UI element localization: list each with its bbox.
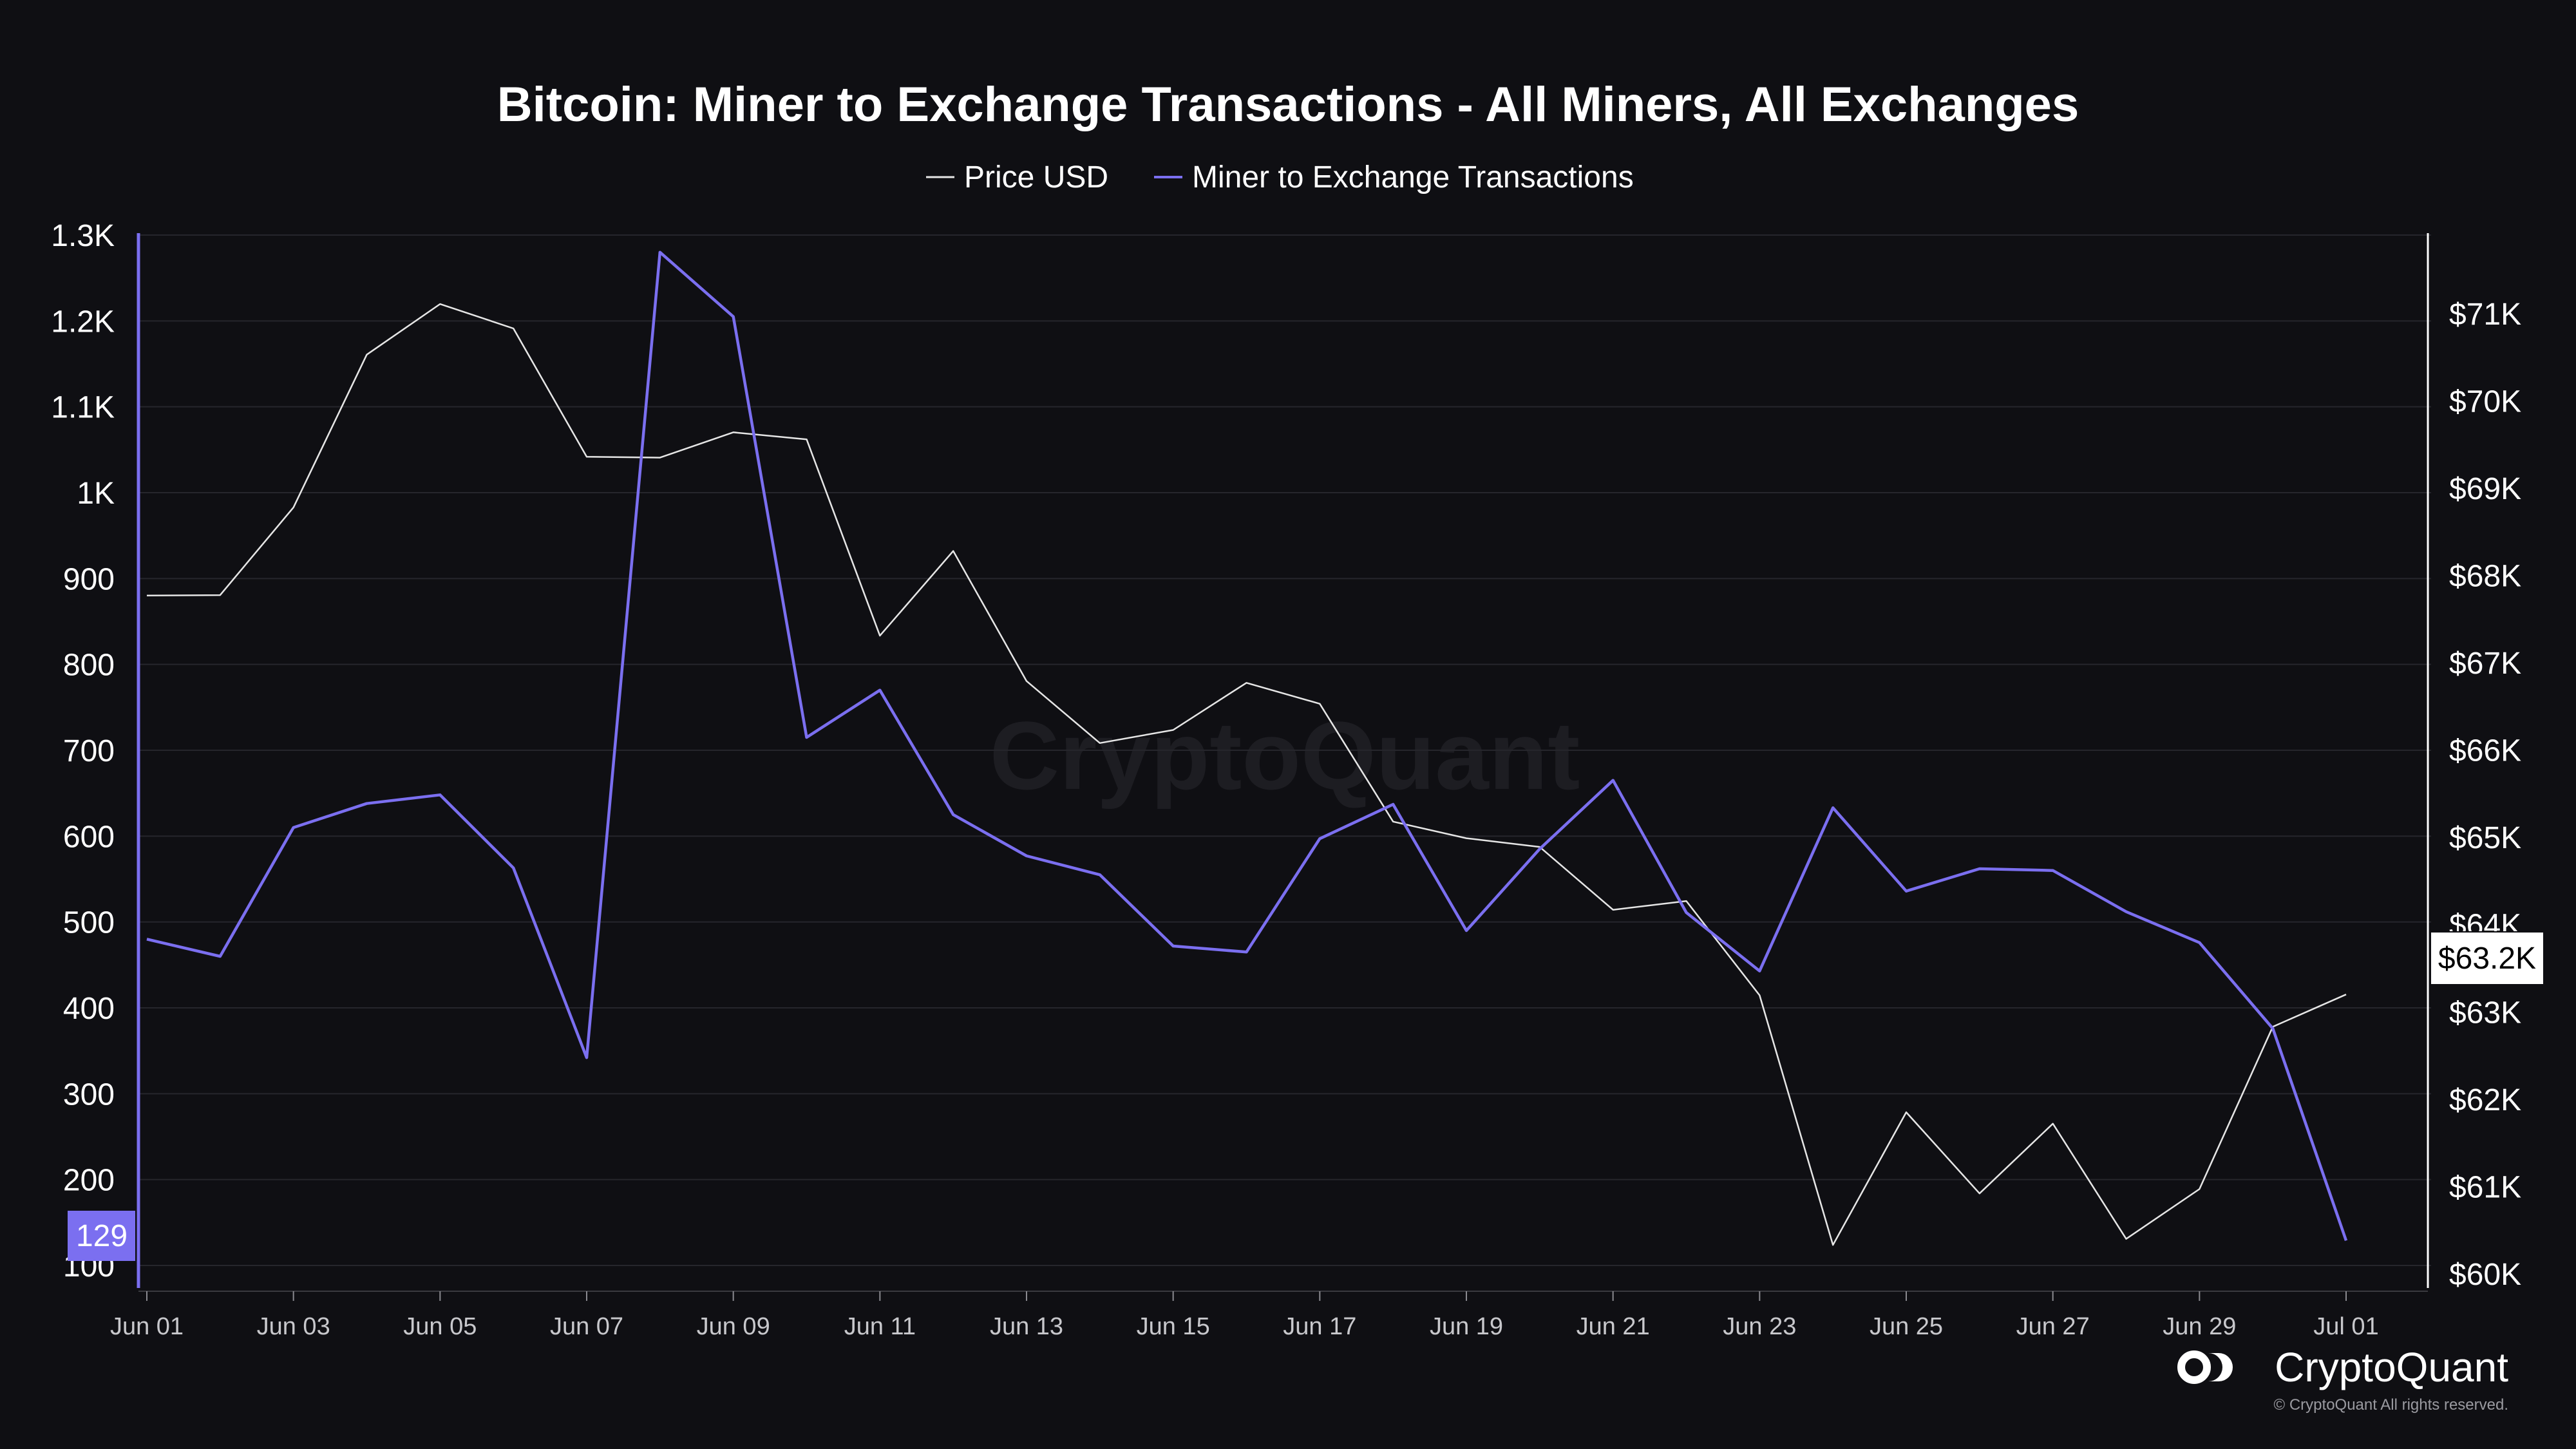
x-tick-label: Jun 07	[550, 1313, 623, 1340]
right-tick-label: $63K	[2449, 996, 2521, 1030]
cryptoquant-logo-icon	[2177, 1350, 2233, 1384]
x-tick-label: Jun 01	[110, 1313, 184, 1340]
x-tick-label: Jun 19	[1430, 1313, 1503, 1340]
right-tick-label: $67K	[2449, 647, 2521, 681]
watermark: CryptoQuant	[990, 701, 1580, 810]
right-tick-label: $66K	[2449, 734, 2521, 768]
current-transactions-value: 129	[76, 1219, 128, 1253]
right-axis-ticks: $60K$61K$62K$63K$64K$65K$66K$67K$68K$69K…	[2449, 298, 2521, 1292]
legend-label-transactions: Miner to Exchange Transactions	[1192, 160, 1634, 194]
right-tick-label: $60K	[2449, 1258, 2521, 1292]
left-tick-label: 1.3K	[51, 219, 115, 253]
x-tick-label: Jun 09	[697, 1313, 770, 1340]
chart-title: Bitcoin: Miner to Exchange Transactions …	[497, 77, 2079, 132]
current-price-badge-bg	[2430, 931, 2544, 985]
axes	[137, 233, 2429, 1292]
right-tick-label: $61K	[2449, 1170, 2521, 1204]
left-tick-label: 900	[63, 562, 115, 596]
copyright: © CryptoQuant All rights reserved.	[2274, 1396, 2509, 1414]
current-transactions-badge-bg	[68, 1211, 135, 1261]
left-tick-label: 200	[63, 1164, 115, 1198]
right-tick-label: $65K	[2449, 821, 2521, 855]
x-tick-label: Jul 01	[2313, 1313, 2378, 1340]
right-tick-label: $70K	[2449, 385, 2521, 419]
left-tick-label: 400	[63, 992, 115, 1026]
left-tick-label: 1K	[77, 477, 115, 511]
right-tick-label: $69K	[2449, 472, 2521, 506]
x-tick-label: Jun 05	[403, 1313, 477, 1340]
miner-to-exchange-transactions-line	[146, 251, 2348, 1242]
x-axis-ticks: Jun 01 Jun 03 Jun 05 Jun 07 Jun 09 Jun 11 Jun …	[110, 1291, 2379, 1340]
left-tick-label: 500	[63, 906, 115, 940]
left-tick-label: 800	[63, 649, 115, 683]
left-tick-label: 600	[63, 820, 115, 854]
current-price-value: $63.2K	[2438, 942, 2536, 976]
right-tick-label: $68K	[2449, 560, 2521, 594]
x-tick-label: Jun 03	[257, 1313, 330, 1340]
series	[146, 251, 2348, 1246]
gridlines	[138, 234, 2431, 1266]
legend-label-price: Price USD	[964, 160, 1108, 194]
x-tick-label: Jun 15	[1137, 1313, 1210, 1340]
left-tick-label: 300	[63, 1077, 115, 1112]
brand: CryptoQuant © CryptoQuant All rights res…	[2177, 1344, 2509, 1414]
right-tick-label: $71K	[2449, 298, 2521, 332]
x-tick-label: Jun 23	[1723, 1313, 1796, 1340]
brand-name: CryptoQuant	[2275, 1344, 2508, 1390]
x-tick-label: Jun 21	[1577, 1313, 1650, 1340]
right-tick-label: $62K	[2449, 1083, 2521, 1117]
x-tick-label: Jun 11	[844, 1313, 916, 1340]
left-tick-label: 1.2K	[51, 305, 115, 339]
price-usd-line	[146, 303, 2347, 1246]
x-tick-label: Jun 29	[2163, 1313, 2236, 1340]
left-tick-label: 700	[63, 734, 115, 768]
left-tick-label: 1.1K	[51, 391, 115, 425]
x-tick-label: Jun 17	[1283, 1313, 1356, 1340]
x-tick-label: Jun 13	[990, 1313, 1063, 1340]
x-tick-label: Jun 27	[2016, 1313, 2090, 1340]
legend: Price USD Miner to Exchange Transactions	[926, 160, 1634, 194]
current-transactions-badge: 129	[68, 1211, 135, 1261]
current-price-badge: $63.2K	[2430, 931, 2544, 985]
x-tick-label: Jun 25	[1870, 1313, 1943, 1340]
left-axis-ticks: 1002003004005006007008009001K1.1K1.2K1.3…	[51, 219, 115, 1283]
